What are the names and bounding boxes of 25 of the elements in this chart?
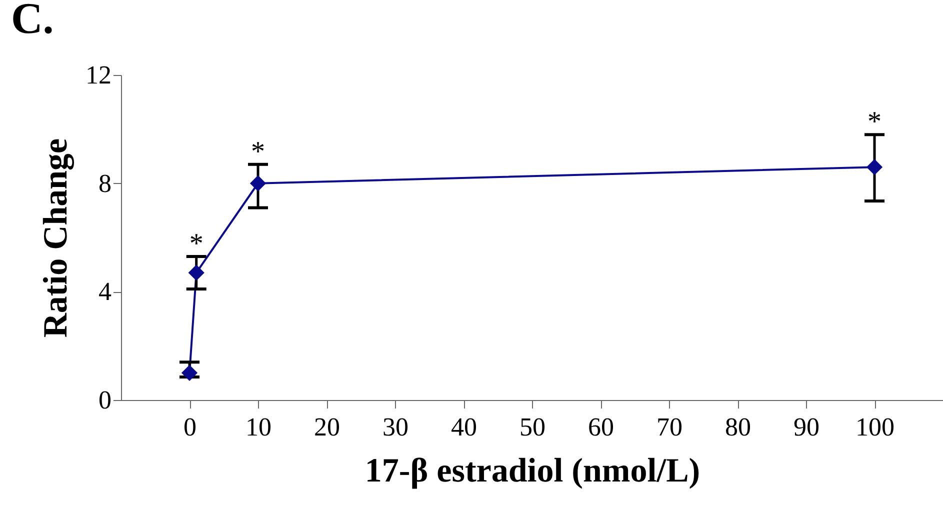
annotation: * [189, 228, 204, 260]
point [250, 175, 266, 192]
x-tick-label: 0 [184, 412, 196, 442]
x-tick-label: 50 [520, 412, 546, 442]
x-tick-label: 100 [856, 412, 894, 442]
x-tick-label: 10 [246, 412, 272, 442]
x-tick-label: 70 [656, 412, 682, 442]
point [181, 364, 198, 381]
point [188, 264, 204, 281]
x-tick-label: 90 [794, 412, 820, 442]
x-tick-label: 60 [588, 412, 614, 442]
y-tick-label: 4 [98, 277, 112, 306]
annotation: * [868, 106, 882, 138]
x-tick-label: 30 [382, 412, 408, 442]
y-tick-label: 12 [86, 60, 112, 90]
x-tick-label: 80 [725, 412, 751, 442]
annotation: * [251, 136, 265, 168]
y-tick-label: 0 [98, 386, 112, 414]
chart-title: C. [11, 0, 54, 43]
x-tick-label: 20 [314, 412, 340, 442]
x-tick-label: 40 [451, 412, 477, 442]
y-axis-title: Ratio Change [38, 138, 74, 338]
y-tick-label: 8 [98, 168, 112, 198]
x-axis-title: 17-β estradiol (nmol/L) [364, 452, 700, 490]
point [866, 159, 883, 176]
